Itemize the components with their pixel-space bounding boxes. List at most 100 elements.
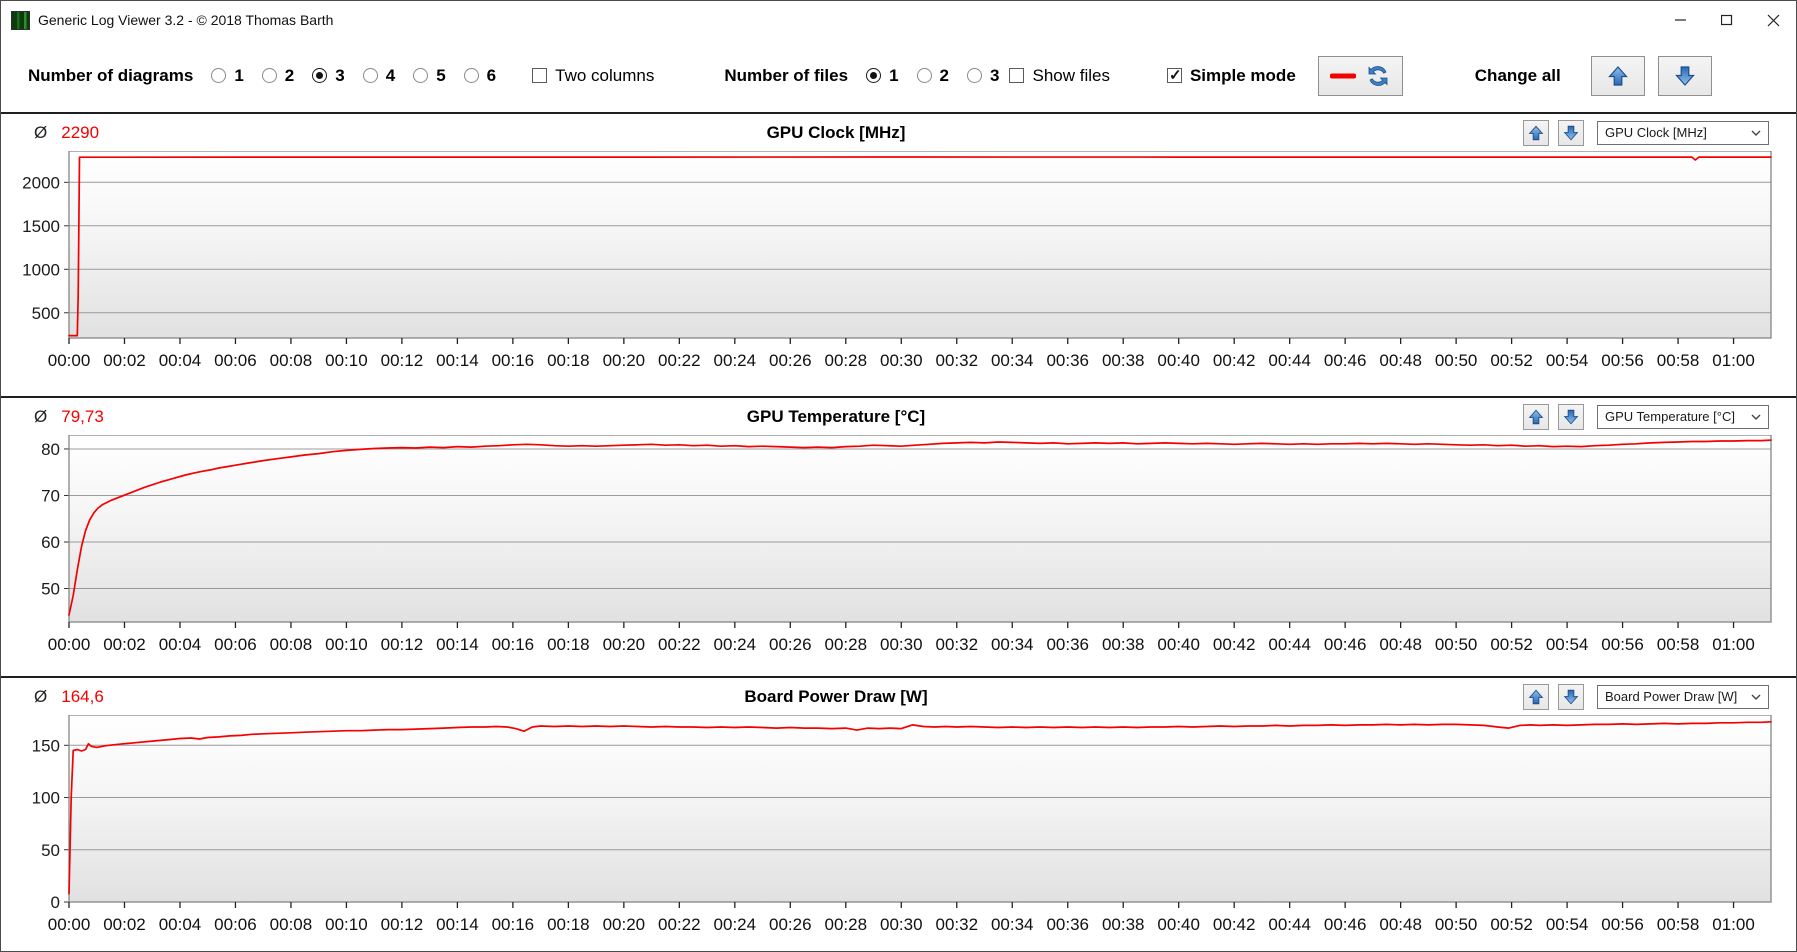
- x-axis-tick-label: 00:50: [1435, 351, 1478, 370]
- radio-diagrams-6[interactable]: [463, 68, 479, 83]
- x-axis-tick-label: 00:42: [1213, 915, 1256, 934]
- files-option-3-label: 3: [990, 65, 1000, 85]
- x-axis-tick-label: 00:04: [159, 635, 202, 654]
- x-axis-tick-label: 00:24: [714, 915, 757, 934]
- diagrams-option-2[interactable]: 2: [261, 66, 294, 86]
- diagrams-option-3-label: 3: [335, 65, 345, 85]
- series-line: [68, 439, 1772, 616]
- files-option-1[interactable]: 1: [866, 66, 899, 86]
- number-of-files-label: Number of files: [724, 65, 849, 85]
- close-button[interactable]: [1750, 1, 1796, 39]
- gpu-clock-chart: 500 1000 1500 2000 00:00 00:02 00:04 00:06 00:08…: [22, 151, 1772, 370]
- x-axis-tick-label: 00:52: [1490, 635, 1533, 654]
- x-axis-tick-label: 00:14: [436, 915, 479, 934]
- two-columns-checkbox[interactable]: [532, 68, 548, 83]
- chart-move-down-button[interactable]: [1558, 119, 1584, 146]
- x-axis-tick-label: 00:54: [1546, 351, 1589, 370]
- change-all-down-button[interactable]: [1657, 55, 1712, 96]
- chart-move-up-button[interactable]: [1523, 119, 1549, 146]
- x-axis-tick-label: 00:40: [1157, 635, 1200, 654]
- metric-select-dropdown[interactable]: GPU Clock [MHz]: [1597, 120, 1769, 145]
- arrow-up-icon: [1529, 689, 1543, 704]
- x-axis-tick-label: 00:28: [825, 635, 868, 654]
- x-axis-tick-label: 00:44: [1268, 915, 1311, 934]
- x-axis-tick-label: 00:42: [1213, 351, 1256, 370]
- y-axis-tick-label: 150: [32, 736, 60, 755]
- x-axis-tick-label: 00:54: [1546, 635, 1589, 654]
- minimize-button[interactable]: [1658, 1, 1704, 39]
- x-axis-tick-label: 00:14: [436, 351, 479, 370]
- x-axis-tick-label: 00:44: [1268, 635, 1311, 654]
- x-axis-tick-label: 00:48: [1379, 635, 1422, 654]
- series-line: [68, 156, 1772, 337]
- y-axis-tick-label: 80: [41, 440, 60, 459]
- diagrams-option-3[interactable]: 3: [312, 65, 345, 86]
- simple-mode-checkbox[interactable]: [1166, 66, 1182, 84]
- close-icon: [1767, 14, 1779, 26]
- toolbar: Number of diagrams 1 2 3 4 5 6 Two colum…: [1, 39, 1796, 112]
- y-axis-tick-label: 70: [41, 486, 60, 505]
- chart-move-down-button[interactable]: [1558, 403, 1584, 430]
- x-axis-tick-label: 00:00: [48, 915, 91, 934]
- x-axis-tick-label: 00:28: [825, 915, 868, 934]
- x-axis-tick-label: 00:14: [436, 635, 479, 654]
- metric-select-dropdown[interactable]: Board Power Draw [W]: [1597, 684, 1769, 709]
- x-axis-tick-label: 00:26: [769, 351, 812, 370]
- maximize-button[interactable]: [1704, 1, 1750, 39]
- x-axis-tick-label: 00:00: [48, 351, 91, 370]
- radio-files-1[interactable]: [866, 68, 882, 83]
- files-option-2-label: 2: [939, 65, 950, 85]
- x-axis-tick-label: 00:10: [325, 915, 368, 934]
- x-axis-tick-label: 00:42: [1213, 635, 1256, 654]
- x-axis-tick-label: 00:52: [1490, 915, 1533, 934]
- chart-move-up-button[interactable]: [1523, 403, 1549, 430]
- series-line: [68, 720, 1772, 895]
- y-axis-tick-label: 60: [41, 533, 60, 552]
- x-axis-tick-label: 00:24: [714, 351, 757, 370]
- radio-diagrams-1[interactable]: [211, 68, 227, 83]
- x-axis-tick-label: 00:20: [603, 351, 646, 370]
- two-columns-option[interactable]: Two columns: [532, 66, 654, 86]
- x-axis-tick-label: 00:34: [991, 351, 1034, 370]
- radio-diagrams-3[interactable]: [312, 68, 328, 83]
- files-option-3[interactable]: 3: [967, 66, 999, 86]
- show-files-option[interactable]: Show files: [1009, 66, 1110, 86]
- radio-diagrams-4[interactable]: [362, 68, 378, 83]
- files-option-2[interactable]: 2: [916, 65, 950, 86]
- refresh-icon: [1368, 65, 1388, 86]
- average-value: 79,73: [61, 406, 104, 426]
- diagrams-option-5[interactable]: 5: [413, 66, 446, 86]
- chart-move-down-button[interactable]: [1558, 683, 1584, 710]
- diagrams-option-6[interactable]: 6: [463, 66, 496, 86]
- x-axis-tick-label: 00:26: [769, 635, 812, 654]
- diagrams-option-1[interactable]: 1: [211, 66, 244, 86]
- radio-diagrams-5[interactable]: [413, 68, 429, 83]
- x-axis-tick-label: 00:36: [1046, 915, 1089, 934]
- radio-files-2[interactable]: [916, 68, 932, 83]
- x-axis-tick-label: 00:46: [1324, 915, 1367, 934]
- plot-background: [69, 151, 1771, 338]
- change-all-up-button[interactable]: [1590, 55, 1645, 96]
- line-style-refresh-button[interactable]: [1317, 55, 1403, 96]
- radio-diagrams-2[interactable]: [261, 68, 277, 83]
- plot-background: [69, 435, 1771, 622]
- show-files-checkbox[interactable]: [1009, 68, 1025, 83]
- x-axis-tick-label: 00:16: [492, 635, 535, 654]
- simple-mode-option[interactable]: Simple mode: [1166, 65, 1296, 86]
- chart-move-up-button[interactable]: [1523, 683, 1549, 710]
- x-axis-tick-label: 00:18: [547, 635, 590, 654]
- simple-mode-label: Simple mode: [1189, 65, 1296, 85]
- x-axis-tick-label: 00:36: [1046, 351, 1089, 370]
- diagrams-option-4[interactable]: 4: [362, 66, 395, 86]
- y-axis-tick-label: 1000: [22, 260, 60, 279]
- average-symbol: Ø: [34, 686, 48, 706]
- x-axis-tick-label: 00:22: [658, 915, 701, 934]
- metric-select-dropdown[interactable]: GPU Temperature [°C]: [1597, 404, 1769, 429]
- app-icon: [11, 10, 30, 30]
- plot-border: [68, 151, 1772, 339]
- arrow-up-icon: [1608, 65, 1627, 86]
- chevron-down-icon: [1751, 414, 1761, 420]
- x-axis-tick-label: 00:34: [991, 915, 1034, 934]
- x-axis-tick-label: 00:22: [658, 635, 701, 654]
- radio-files-3[interactable]: [967, 68, 983, 83]
